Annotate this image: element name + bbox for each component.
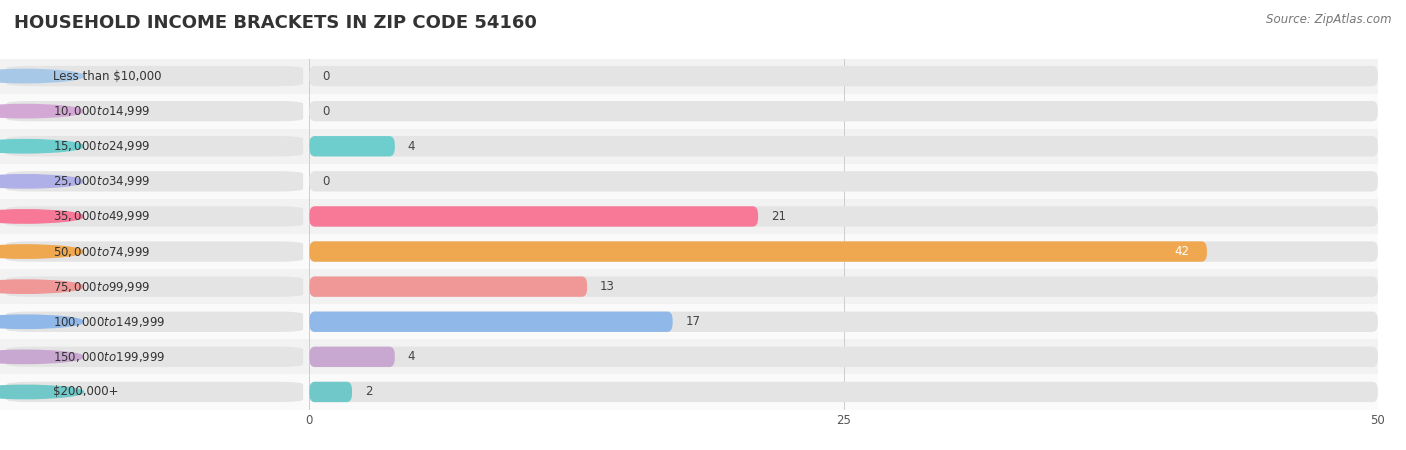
Text: Less than $10,000: Less than $10,000 [52,70,162,82]
FancyBboxPatch shape [309,346,395,367]
Circle shape [0,210,83,223]
Text: $50,000 to $74,999: $50,000 to $74,999 [52,244,150,259]
FancyBboxPatch shape [0,234,309,269]
FancyBboxPatch shape [6,311,304,332]
Text: 21: 21 [770,210,786,223]
FancyBboxPatch shape [6,382,304,402]
FancyBboxPatch shape [309,164,1378,199]
FancyBboxPatch shape [309,311,672,332]
Text: $150,000 to $199,999: $150,000 to $199,999 [52,350,165,364]
FancyBboxPatch shape [0,129,309,164]
FancyBboxPatch shape [309,241,1206,262]
FancyBboxPatch shape [309,269,1378,304]
FancyBboxPatch shape [309,241,1378,262]
FancyBboxPatch shape [0,199,309,234]
FancyBboxPatch shape [309,58,1378,94]
Text: $75,000 to $99,999: $75,000 to $99,999 [52,279,150,294]
Text: 17: 17 [686,315,700,328]
FancyBboxPatch shape [6,171,304,192]
Circle shape [0,69,83,83]
FancyBboxPatch shape [309,101,1378,122]
FancyBboxPatch shape [0,94,309,129]
FancyBboxPatch shape [309,136,1378,157]
Circle shape [0,245,83,258]
FancyBboxPatch shape [309,311,1378,332]
FancyBboxPatch shape [309,171,1378,192]
FancyBboxPatch shape [309,234,1378,269]
FancyBboxPatch shape [6,241,304,262]
Circle shape [0,350,83,364]
FancyBboxPatch shape [309,199,1378,234]
FancyBboxPatch shape [309,206,1378,227]
FancyBboxPatch shape [6,276,304,297]
Text: $100,000 to $149,999: $100,000 to $149,999 [52,315,165,329]
FancyBboxPatch shape [0,304,309,339]
Text: 0: 0 [322,70,329,82]
FancyBboxPatch shape [309,136,395,157]
FancyBboxPatch shape [309,66,1378,86]
Text: 0: 0 [322,105,329,117]
FancyBboxPatch shape [6,101,304,122]
Text: $200,000+: $200,000+ [52,386,118,398]
Text: $15,000 to $24,999: $15,000 to $24,999 [52,139,150,153]
Circle shape [0,385,83,399]
FancyBboxPatch shape [0,58,309,94]
FancyBboxPatch shape [309,374,1378,410]
Text: 4: 4 [408,351,415,363]
Text: $35,000 to $49,999: $35,000 to $49,999 [52,209,150,224]
FancyBboxPatch shape [0,269,309,304]
FancyBboxPatch shape [6,136,304,157]
FancyBboxPatch shape [309,346,1378,367]
FancyBboxPatch shape [0,339,309,374]
FancyBboxPatch shape [6,206,304,227]
FancyBboxPatch shape [0,374,309,410]
FancyBboxPatch shape [309,304,1378,339]
Text: $10,000 to $14,999: $10,000 to $14,999 [52,104,150,118]
Text: 2: 2 [366,386,373,398]
Circle shape [0,140,83,153]
FancyBboxPatch shape [0,164,309,199]
Circle shape [0,175,83,188]
FancyBboxPatch shape [6,346,304,367]
Text: HOUSEHOLD INCOME BRACKETS IN ZIP CODE 54160: HOUSEHOLD INCOME BRACKETS IN ZIP CODE 54… [14,14,537,32]
FancyBboxPatch shape [6,66,304,86]
FancyBboxPatch shape [309,382,352,402]
FancyBboxPatch shape [309,339,1378,374]
Circle shape [0,280,83,293]
FancyBboxPatch shape [309,94,1378,129]
FancyBboxPatch shape [309,206,758,227]
Text: 42: 42 [1175,245,1189,258]
Text: 0: 0 [322,175,329,188]
Text: $25,000 to $34,999: $25,000 to $34,999 [52,174,150,189]
FancyBboxPatch shape [309,382,1378,402]
FancyBboxPatch shape [309,276,588,297]
Text: Source: ZipAtlas.com: Source: ZipAtlas.com [1267,14,1392,27]
FancyBboxPatch shape [309,129,1378,164]
Text: 4: 4 [408,140,415,153]
Circle shape [0,104,83,118]
Text: 13: 13 [600,280,614,293]
Circle shape [0,315,83,328]
FancyBboxPatch shape [309,276,1378,297]
